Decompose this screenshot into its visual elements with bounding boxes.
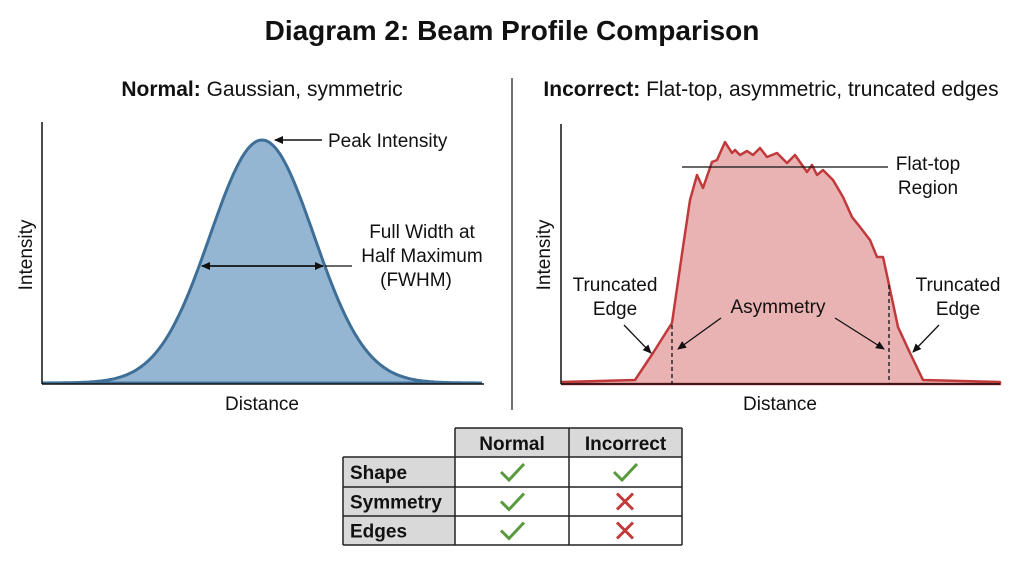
flat-top-label-1: Flat-top	[896, 154, 960, 175]
normal-y-label: Intensity	[16, 219, 37, 290]
table-column-header: Incorrect	[585, 434, 667, 455]
asymmetry-arrow-right	[834, 317, 885, 350]
right-edge-label-2: Edge	[936, 299, 980, 320]
normal-heading-rest: Gaussian, symmetric	[201, 78, 403, 101]
cross-icon	[615, 492, 635, 511]
check-icon	[612, 462, 639, 483]
incorrect-x-label: Distance	[743, 394, 817, 415]
incorrect-panel: Incorrect: Flat-top, asymmetric, truncat…	[534, 78, 1002, 415]
normal-panel: Normal: Gaussian, symmetric Intensity Di…	[16, 78, 484, 415]
fwhm-label-1: Full Width at	[369, 222, 475, 243]
fwhm-label-3: (FWHM)	[380, 270, 452, 291]
table-row-label: Shape	[350, 463, 407, 484]
cross-icon	[615, 521, 635, 540]
asymmetry-arrow-left	[677, 317, 722, 350]
check-icon	[499, 521, 526, 541]
fwhm-label-2: Half Maximum	[361, 246, 482, 267]
right-edge-label-1: Truncated	[916, 275, 1001, 296]
incorrect-heading-rest: Flat-top, asymmetric, truncated edges	[640, 78, 998, 101]
incorrect-heading: Incorrect: Flat-top, asymmetric, truncat…	[543, 78, 998, 101]
check-icon	[499, 492, 526, 512]
table-rowlabel-bg	[343, 457, 455, 545]
table-row-label: Edges	[350, 522, 407, 543]
incorrect-heading-bold: Incorrect:	[543, 78, 640, 101]
left-edge-arrow	[623, 324, 652, 354]
table-column-header: Normal	[479, 434, 544, 455]
incorrect-y-label: Intensity	[534, 219, 555, 290]
gaussian-curve	[42, 138, 482, 385]
right-edge-arrow	[912, 324, 940, 353]
left-edge-label-2: Edge	[593, 299, 637, 320]
diagram-title: Diagram 2: Beam Profile Comparison	[265, 15, 760, 46]
normal-heading: Normal: Gaussian, symmetric	[121, 78, 402, 101]
table-row-label: Symmetry	[350, 493, 442, 514]
asymmetry-label: Asymmetry	[731, 297, 827, 318]
flat-top-curve	[560, 140, 1002, 386]
normal-heading-bold: Normal:	[121, 78, 200, 101]
peak-label: Peak Intensity	[328, 131, 448, 152]
check-icon	[499, 462, 526, 483]
normal-x-label: Distance	[225, 394, 299, 415]
left-edge-label-1: Truncated	[573, 275, 658, 296]
comparison-table: Normal Incorrect Shape Symmetry Edges	[342, 427, 683, 546]
flat-top-label-2: Region	[898, 178, 958, 199]
